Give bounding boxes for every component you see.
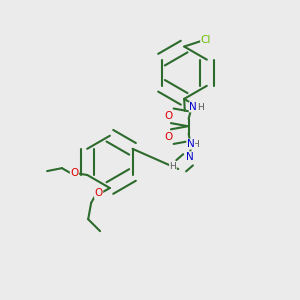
Text: N: N	[186, 152, 194, 162]
Text: H: H	[197, 103, 204, 112]
Text: O: O	[94, 188, 103, 198]
Text: H: H	[192, 140, 199, 148]
Text: O: O	[70, 169, 79, 178]
Text: Cl: Cl	[201, 35, 211, 45]
Text: O: O	[165, 111, 173, 121]
Text: H: H	[169, 162, 176, 171]
Text: N: N	[187, 139, 195, 149]
Text: O: O	[165, 132, 173, 142]
Text: N: N	[189, 102, 197, 112]
